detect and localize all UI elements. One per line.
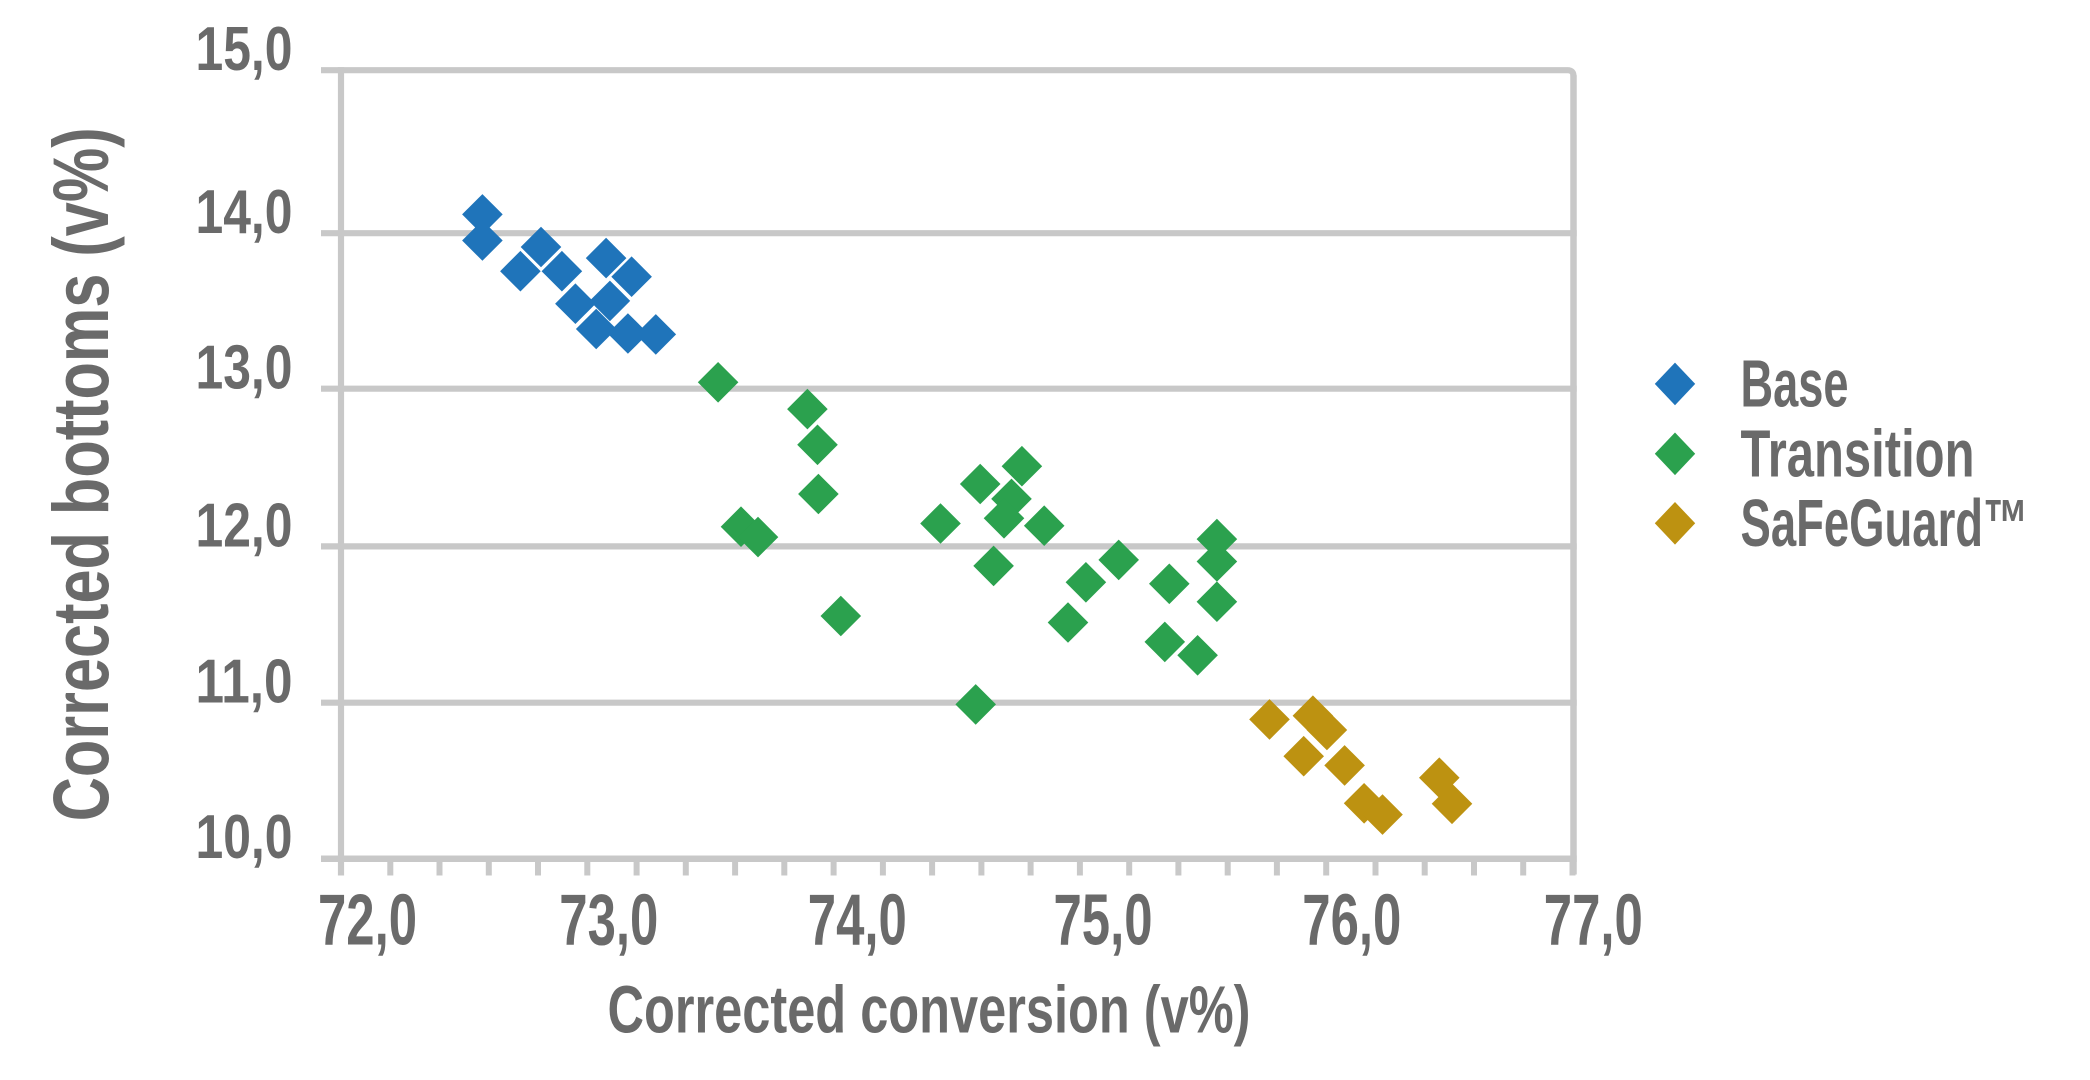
svg-text:Corrected conversion (v%): Corrected conversion (v%): [608, 973, 1251, 1048]
svg-text:77,0: 77,0: [1544, 881, 1643, 961]
svg-text:10,0: 10,0: [196, 802, 293, 872]
svg-text:73,0: 73,0: [559, 881, 658, 961]
svg-text:15,0: 15,0: [196, 14, 293, 84]
svg-text:Base: Base: [1741, 346, 1849, 421]
svg-text:12,0: 12,0: [196, 490, 293, 560]
svg-text:74,0: 74,0: [808, 881, 907, 961]
svg-text:14,0: 14,0: [196, 177, 293, 247]
svg-text:75,0: 75,0: [1054, 881, 1153, 961]
svg-text:SaFeGuard™: SaFeGuard™: [1741, 486, 2029, 561]
svg-text:Transition: Transition: [1741, 416, 1975, 491]
svg-text:Corrected bottoms (v%): Corrected bottoms (v%): [37, 127, 125, 821]
svg-text:13,0: 13,0: [196, 333, 293, 403]
svg-text:76,0: 76,0: [1302, 881, 1401, 961]
svg-text:72,0: 72,0: [318, 881, 417, 961]
svg-text:11,0: 11,0: [196, 647, 293, 717]
